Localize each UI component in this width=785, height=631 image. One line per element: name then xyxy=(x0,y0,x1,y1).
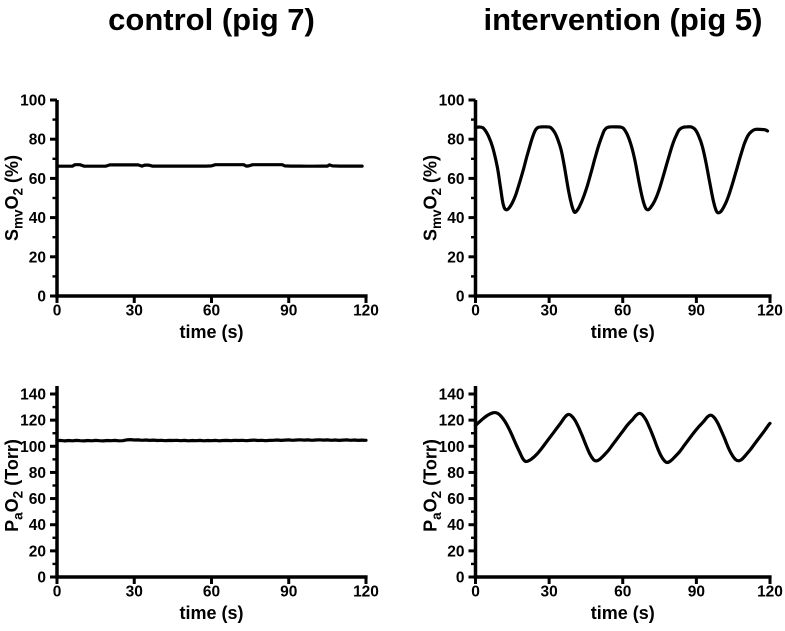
y-axis-title-part: (%) xyxy=(421,155,441,188)
y-tick-label: 100 xyxy=(20,93,46,110)
column-title-control: control (pig 7) xyxy=(108,2,315,37)
x-tick-label: 0 xyxy=(471,303,480,320)
x-tick-label: 30 xyxy=(126,584,143,601)
y-axis-title-part: O xyxy=(421,498,441,512)
y-axis-title-part: P xyxy=(2,520,22,532)
y-tick-label: 120 xyxy=(20,413,46,430)
x-tick-label: 120 xyxy=(757,303,783,320)
y-tick-label: 40 xyxy=(29,517,46,534)
series-line xyxy=(473,410,772,465)
y-axis-title-part: (%) xyxy=(2,155,22,188)
x-tick-label: 0 xyxy=(471,584,480,601)
y-axis-title-sub: 2 xyxy=(429,188,444,196)
x-axis-title: time (s) xyxy=(179,322,243,342)
y-tick-label: 80 xyxy=(447,465,464,482)
y-tick-label: 0 xyxy=(37,570,46,587)
y-axis-title-sub: 2 xyxy=(429,491,444,499)
x-tick-label: 30 xyxy=(541,584,558,601)
chart-bottom-right: 0 30 60 90 120 0 20 40 60 80 100 120 140 time (s) PaO2… xyxy=(421,386,783,623)
y-tick-label: 20 xyxy=(447,249,464,266)
y-axis-title-part: S xyxy=(2,229,22,241)
y-axis-title-part: S xyxy=(421,229,441,241)
chart-top-right: 0 30 60 90 120 0 20 40 60 80 100 time (s) SmvO2 (%) xyxy=(421,93,783,343)
y-axis-title-part: O xyxy=(2,498,22,512)
x-tick-label: 120 xyxy=(353,584,379,601)
x-tick-label: 30 xyxy=(541,303,558,320)
y-tick-label: 100 xyxy=(20,439,46,456)
chart-bottom-left: 0 30 60 90 120 0 20 40 60 80 100 120 140 time (s) PaO2… xyxy=(2,386,379,623)
x-tick-label: 0 xyxy=(53,303,62,320)
series-line xyxy=(55,163,364,168)
y-tick-label: 0 xyxy=(456,570,465,587)
y-axis-title-sub: mv xyxy=(11,209,26,229)
x-tick-label: 90 xyxy=(280,584,297,601)
y-tick-label: 120 xyxy=(439,413,465,430)
y-tick-label: 40 xyxy=(447,517,464,534)
y-axis-title: SmvO2 (%) xyxy=(2,155,26,241)
y-tick-label: 60 xyxy=(447,171,464,188)
y-axis-title: SmvO2 (%) xyxy=(421,155,445,241)
x-axis-title: time (s) xyxy=(591,322,655,342)
y-axis-title: PaO2 (Torr) xyxy=(2,439,26,532)
y-axis-title-sub: 2 xyxy=(11,491,26,499)
y-tick-label: 40 xyxy=(29,210,46,227)
x-tick-label: 90 xyxy=(688,303,705,320)
y-tick-label: 0 xyxy=(456,289,465,306)
chart-top-left: 0 30 60 90 120 0 20 40 60 80 100 time (s) SmvO2 (%) xyxy=(2,93,379,343)
y-tick-label: 20 xyxy=(29,249,46,266)
y-tick-label: 80 xyxy=(29,465,46,482)
x-axis-title: time (s) xyxy=(591,603,655,623)
x-tick-label: 0 xyxy=(53,584,62,601)
y-tick-label: 80 xyxy=(447,132,464,149)
y-tick-label: 140 xyxy=(439,387,465,404)
y-tick-label: 20 xyxy=(29,543,46,560)
y-tick-label: 40 xyxy=(447,210,464,227)
y-axis-title: PaO2 (Torr) xyxy=(421,439,445,532)
y-axis-title-part: O xyxy=(421,195,441,209)
y-axis-title-part: (Torr) xyxy=(421,439,441,491)
y-axis-title-part: (Torr) xyxy=(2,439,22,491)
y-axis-title-sub: mv xyxy=(429,209,444,229)
y-axis-title-part: O xyxy=(2,195,22,209)
x-axis-title: time (s) xyxy=(179,603,243,623)
y-tick-label: 100 xyxy=(439,93,465,110)
x-tick-label: 90 xyxy=(280,303,297,320)
column-title-intervention: intervention (pig 5) xyxy=(483,2,763,37)
y-tick-label: 60 xyxy=(29,171,46,188)
y-axis-title-part: P xyxy=(421,520,441,532)
x-tick-label: 60 xyxy=(203,303,220,320)
y-tick-label: 140 xyxy=(20,387,46,404)
x-tick-label: 60 xyxy=(614,303,631,320)
x-tick-label: 30 xyxy=(126,303,143,320)
y-tick-label: 60 xyxy=(447,491,464,508)
x-tick-label: 120 xyxy=(757,584,783,601)
y-axis-title-sub: a xyxy=(429,512,444,520)
series-line xyxy=(55,438,368,443)
series-line xyxy=(473,125,770,215)
y-axis-title-sub: 2 xyxy=(11,188,26,196)
y-axis-title-sub: a xyxy=(11,512,26,520)
x-tick-label: 60 xyxy=(614,584,631,601)
x-tick-label: 90 xyxy=(688,584,705,601)
y-tick-label: 0 xyxy=(37,289,46,306)
y-tick-label: 20 xyxy=(447,543,464,560)
y-tick-label: 80 xyxy=(29,132,46,149)
y-tick-label: 100 xyxy=(439,439,465,456)
x-tick-label: 60 xyxy=(203,584,220,601)
x-tick-label: 120 xyxy=(353,303,379,320)
y-tick-label: 60 xyxy=(29,491,46,508)
